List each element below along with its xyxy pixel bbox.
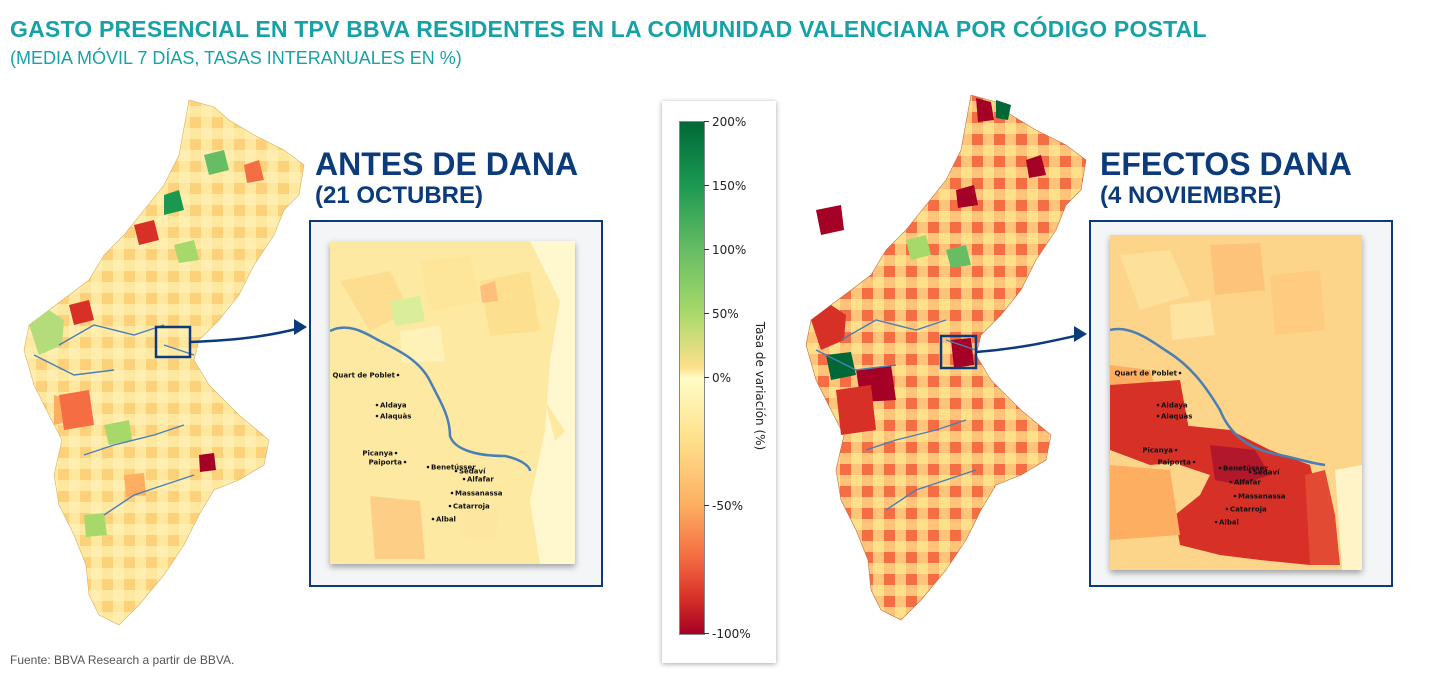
town-label: Alaquàs — [380, 413, 411, 421]
town-marker — [403, 460, 407, 464]
town-marker — [448, 504, 452, 508]
town-label: Quart de Poblet — [1114, 370, 1177, 378]
panel-before-title: ANTES DE DANA — [315, 146, 579, 182]
cbar-tick-label: -100% — [712, 627, 751, 641]
cbar-tick-label: 50% — [712, 307, 739, 321]
town-marker — [1156, 414, 1160, 418]
town-label: Paiporta — [1158, 459, 1192, 467]
cbar-tick — [704, 505, 709, 506]
page-title: GASTO PRESENCIAL EN TPV BBVA RESIDENTES … — [10, 16, 1207, 42]
town-label: Aldaya — [1161, 402, 1188, 410]
source-note: Fuente: BBVA Research a partir de BBVA. — [10, 653, 235, 667]
town-label: Sedaví — [459, 468, 486, 476]
town-marker — [450, 491, 454, 495]
town-marker — [1156, 403, 1160, 407]
town-label: Sedaví — [1253, 469, 1280, 477]
town-label: Catarroja — [1230, 506, 1267, 514]
town-label: Quart de Poblet — [332, 372, 395, 380]
town-label: Benetússer — [431, 464, 476, 472]
inset-map-before: Quart de Poblet Aldaya Alaquàs PicanyaPaipo… — [330, 241, 575, 564]
town-marker — [462, 477, 466, 481]
panel-after-date: (4 NOVIEMBRE) — [1100, 182, 1282, 209]
town-marker — [454, 469, 458, 473]
colorbar-gradient — [679, 121, 705, 635]
cbar-tick — [704, 313, 709, 314]
inset-map-after: Quart de Poblet Aldaya Alaquàs Picanya Paipo… — [1110, 235, 1362, 570]
town-label: Alfafar — [1234, 479, 1261, 487]
colorbar: 200% 150% 100% 50% 0% -50% -100% Tasa de… — [662, 101, 776, 663]
town-marker — [1214, 520, 1218, 524]
town-marker — [1178, 371, 1182, 375]
panel-before-date: (21 OCTUBRE) — [315, 182, 484, 209]
town-label: Paiporta — [369, 459, 403, 467]
town-marker — [375, 414, 379, 418]
town-marker — [1248, 470, 1252, 474]
cbar-tick-label: 200% — [712, 115, 747, 129]
town-label: Catarroja — [453, 503, 490, 511]
town-marker — [1218, 466, 1222, 470]
town-marker — [1192, 460, 1196, 464]
town-label: Massanassa — [1238, 493, 1286, 501]
town-label: Albal — [1219, 519, 1239, 527]
town-marker — [375, 403, 379, 407]
panel-title-before: ANTES DE DANA (21 OCTUBRE) — [315, 146, 578, 210]
town-labels-after: Quart de Poblet Aldaya Alaquàs Picanya Paipo… — [1114, 370, 1285, 527]
town-marker — [1225, 507, 1229, 511]
cbar-tick — [704, 249, 709, 250]
town-marker — [1229, 480, 1233, 484]
colorbar-axis-label: Tasa de variación (%) — [753, 321, 767, 451]
cbar-tick — [704, 633, 709, 634]
town-marker — [431, 517, 435, 521]
town-marker — [396, 373, 400, 377]
town-marker — [1174, 448, 1178, 452]
page-subtitle: (MEDIA MÓVIL 7 DÍAS, TASAS INTERANUALES … — [10, 48, 462, 68]
cbar-tick — [704, 377, 709, 378]
town-label: Alaquàs — [1161, 413, 1192, 421]
cbar-tick-label: 100% — [712, 243, 747, 257]
panel-after-title: EFECTOS DANA — [1100, 146, 1352, 182]
town-labels-before: Quart de Poblet Aldaya Alaquàs PicanyaPaipo… — [332, 372, 502, 524]
town-marker — [426, 465, 430, 469]
panel-title-after: EFECTOS DANA (4 NOVIEMBRE) — [1100, 146, 1352, 210]
cbar-tick — [704, 121, 709, 122]
town-label: Alfafar — [467, 476, 494, 484]
town-label: Picanya — [362, 450, 393, 458]
town-label: Picanya — [1142, 447, 1173, 455]
map-before-region — [23, 99, 307, 626]
cbar-tick-label: 150% — [712, 179, 747, 193]
cbar-tick-label: 0% — [712, 371, 732, 385]
cbar-tick — [704, 185, 709, 186]
town-marker — [1233, 494, 1237, 498]
town-label: Aldaya — [380, 402, 407, 410]
town-label: Albal — [436, 516, 456, 524]
town-label: Benetússer — [1223, 465, 1268, 473]
town-marker — [394, 451, 398, 455]
cbar-tick-label: -50% — [712, 499, 744, 513]
town-label: Massanassa — [455, 490, 503, 498]
map-after-region — [805, 94, 1087, 621]
